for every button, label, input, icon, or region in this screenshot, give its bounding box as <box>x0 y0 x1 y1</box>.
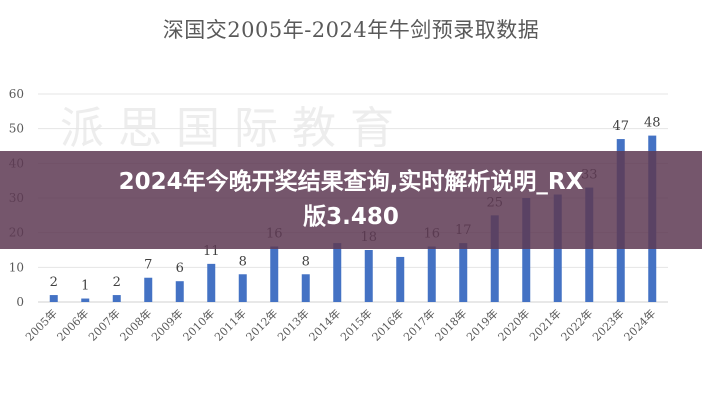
x-tick-label: 2006年 <box>54 306 91 343</box>
bar <box>270 246 279 302</box>
x-tick-label: 2010年 <box>180 306 217 343</box>
bar <box>49 295 58 302</box>
x-tick-label: 2020年 <box>495 306 532 343</box>
y-tick-label: 0 <box>16 295 24 309</box>
data-label: 2 <box>113 275 121 290</box>
bar <box>427 246 436 302</box>
bar <box>333 243 342 302</box>
overlay-line-2: 版3.480 <box>303 204 399 230</box>
bar <box>522 198 531 302</box>
y-tick-label: 10 <box>9 260 24 274</box>
x-tick-label: 2023年 <box>589 306 626 343</box>
data-label: 48 <box>644 116 661 131</box>
bar <box>144 277 153 302</box>
x-tick-label: 2019年 <box>463 306 500 343</box>
bar <box>238 274 247 302</box>
data-label: 47 <box>612 119 629 134</box>
bar <box>459 243 468 302</box>
x-tick-label: 2016年 <box>369 306 406 343</box>
x-tick-label: 2011年 <box>211 306 248 343</box>
data-label: 8 <box>239 254 247 269</box>
data-label: 1 <box>81 279 89 294</box>
y-tick-label: 60 <box>9 87 24 101</box>
bar <box>112 295 121 302</box>
x-tick-label: 2008年 <box>117 306 154 343</box>
bar <box>175 281 184 302</box>
chart-title: 深国交2005年-2024年牛剑预录取数据 <box>162 18 540 42</box>
x-tick-label: 2022年 <box>558 306 595 343</box>
data-label: 6 <box>176 261 184 276</box>
bar <box>81 298 90 302</box>
x-tick-label: 2012年 <box>243 306 280 343</box>
overlay-line-1: 2024年今晚开奖结果查询,实时解析说明_RX <box>118 169 584 195</box>
x-tick-label: 2013年 <box>274 306 311 343</box>
data-label: 8 <box>302 254 310 269</box>
x-tick-label: 2005年 <box>22 306 59 343</box>
x-tick-label: 2024年 <box>621 306 658 343</box>
overlay-banner: 2024年今晚开奖结果查询,实时解析说明_RX 版3.480 <box>0 151 702 249</box>
overlay-headline: 2024年今晚开奖结果查询,实时解析说明_RX 版3.480 <box>21 165 681 235</box>
x-tick-label: 2014年 <box>306 306 343 343</box>
x-tick-label: 2009年 <box>148 306 185 343</box>
x-tick-label: 2018年 <box>432 306 469 343</box>
data-label: 7 <box>144 258 152 273</box>
x-tick-label: 2017年 <box>400 306 437 343</box>
bar <box>490 215 499 302</box>
x-tick-label: 2007年 <box>85 306 122 343</box>
bar <box>364 250 373 302</box>
y-tick-label: 50 <box>9 122 24 136</box>
bar <box>301 274 310 302</box>
bar <box>207 263 216 302</box>
x-tick-label: 2021年 <box>526 306 563 343</box>
x-tick-label: 2015年 <box>337 306 374 343</box>
bar <box>396 256 405 302</box>
data-label: 2 <box>50 275 58 290</box>
